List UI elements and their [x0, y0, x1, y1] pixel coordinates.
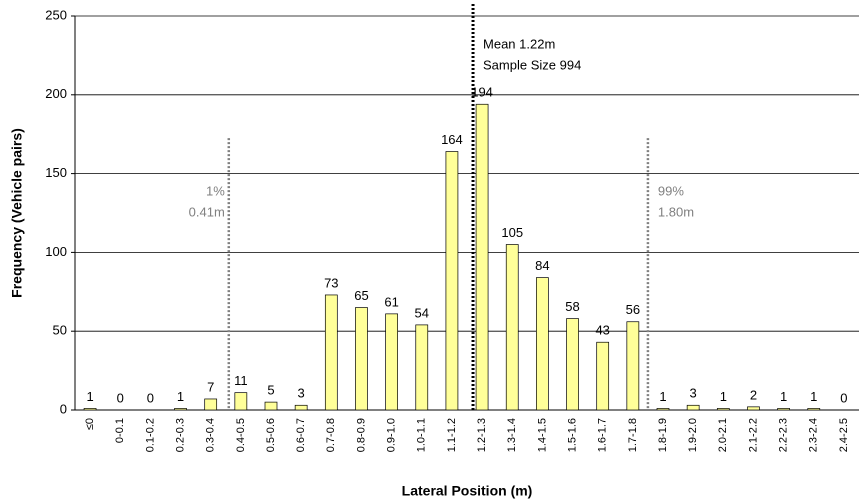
x-tick-label: 1.3-1.4 [506, 418, 518, 452]
x-tick-label: 0.5-0.6 [265, 418, 277, 452]
data-label: 54 [415, 305, 429, 320]
x-tick-label: 1.0-1.1 [416, 418, 428, 452]
data-label: 0 [840, 390, 847, 405]
bar [777, 408, 790, 411]
y-axis-title: Frequency (Vehicle pairs) [9, 128, 25, 298]
data-label: 164 [441, 132, 463, 147]
reference-label: 1.80m [658, 204, 694, 219]
data-label: 1 [780, 389, 787, 404]
bar [445, 151, 459, 411]
bar [536, 277, 549, 411]
data-label: 84 [535, 258, 549, 273]
x-tick-label: 1.9-2.0 [687, 418, 699, 452]
bar [475, 103, 489, 411]
bar [355, 307, 368, 411]
y-tick-label: 50 [53, 323, 67, 338]
reference-label: Sample Size 994 [483, 57, 581, 72]
data-label: 73 [324, 275, 338, 290]
data-label: 1 [810, 389, 817, 404]
reference-label: 99% [658, 183, 684, 198]
data-label: 1 [177, 389, 184, 404]
bar [747, 406, 760, 411]
data-label: 105 [501, 225, 523, 240]
x-tick-label: 2.3-2.4 [808, 418, 820, 452]
reference-label: Mean 1.22m [483, 36, 555, 51]
x-tick-label: 1.6-1.7 [597, 418, 609, 452]
y-tick-label: 100 [45, 244, 67, 259]
bar [596, 341, 610, 411]
y-tick-label: 150 [45, 165, 67, 180]
y-tick-label: 200 [45, 86, 67, 101]
x-tick-label: 0.2-0.3 [174, 418, 186, 452]
bar [686, 404, 700, 411]
bar [174, 408, 187, 411]
bar [234, 392, 248, 411]
data-label: 194 [471, 85, 493, 100]
x-tick-label: 2.0-2.1 [717, 418, 729, 452]
bar [716, 408, 730, 411]
x-tick-label: 2.4-2.5 [838, 418, 850, 452]
bar [83, 408, 97, 411]
x-tick-label: 0-0.1 [114, 418, 126, 443]
bar [204, 398, 218, 411]
reference-label: 0.41m [189, 204, 225, 219]
x-axis-title: Lateral Position (m) [402, 483, 533, 499]
bar [415, 324, 429, 411]
data-label: 1 [720, 389, 727, 404]
x-tick-label: 0.7-0.8 [325, 418, 337, 452]
x-tick-label: 2.1-2.2 [747, 418, 759, 452]
data-label: 43 [595, 323, 609, 338]
bar [505, 244, 519, 411]
bar [626, 321, 640, 411]
data-label: 65 [354, 288, 368, 303]
x-tick-label: 1.4-1.5 [536, 418, 548, 452]
data-label: 7 [207, 379, 214, 394]
data-label: 5 [267, 383, 274, 398]
data-label: 3 [298, 386, 305, 401]
x-tick-label: 1.7-1.8 [627, 418, 639, 452]
bar [324, 294, 338, 411]
x-tick-label: 1.8-1.9 [657, 418, 669, 452]
data-label: 0 [117, 390, 124, 405]
x-tick-label: 0.3-0.4 [205, 418, 217, 452]
data-label: 3 [690, 386, 697, 401]
y-tick-label: 0 [60, 401, 67, 416]
data-label: 0 [147, 390, 154, 405]
x-tick-label: ≤0 [84, 418, 96, 430]
x-tick-label: 0.6-0.7 [295, 418, 307, 452]
bar [656, 408, 670, 411]
data-label: 58 [565, 299, 579, 314]
data-label: 2 [750, 387, 757, 402]
data-label: 1 [659, 389, 666, 404]
bar [566, 318, 579, 411]
x-tick-label: 0.1-0.2 [144, 418, 156, 452]
x-tick-label: 0.4-0.5 [235, 418, 247, 452]
reference-label: 1% [206, 183, 225, 198]
data-label: 56 [626, 302, 640, 317]
x-tick-label: 0.9-1.0 [386, 418, 398, 452]
data-label: 61 [384, 294, 398, 309]
x-tick-label: 2.2-2.3 [778, 418, 790, 452]
data-label: 11 [234, 373, 248, 388]
bar [264, 401, 278, 411]
data-label: 1 [86, 389, 93, 404]
x-tick-label: 0.8-0.9 [355, 418, 367, 452]
y-tick-label: 250 [45, 7, 67, 22]
bar [294, 404, 308, 411]
x-tick-label: 1.2-1.3 [476, 418, 488, 452]
bar [807, 408, 821, 411]
x-tick-label: 1.1-1.2 [446, 418, 458, 452]
x-tick-label: 1.5-1.6 [566, 418, 578, 452]
bar [385, 313, 398, 411]
